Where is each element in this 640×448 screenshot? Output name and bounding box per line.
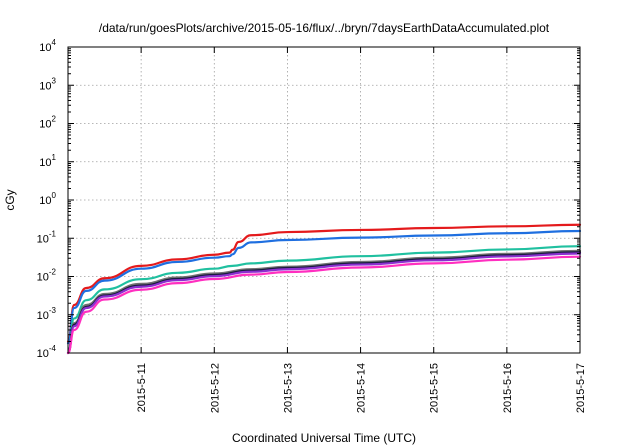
x-axis-label: Coordinated Universal Time (UTC) bbox=[232, 431, 416, 445]
y-tick-label: 10-3 bbox=[37, 306, 57, 322]
x-tick-labels: 2015-5-11 2015-5-12 2015-5-13 2015-5-14 2015… bbox=[136, 363, 587, 413]
x-tick-label: 2015-5-13 bbox=[282, 363, 294, 413]
y-tick-label: 103 bbox=[39, 76, 56, 92]
y-tick-label: 100 bbox=[39, 191, 56, 207]
x-tick-label: 2015-5-12 bbox=[209, 363, 221, 413]
x-tick-label: 2015-5-11 bbox=[136, 363, 148, 412]
grid bbox=[68, 47, 580, 353]
series-line-1 bbox=[66, 223, 582, 343]
series-line-3 bbox=[66, 245, 582, 355]
series-line-4 bbox=[66, 249, 582, 355]
x-tick-label: 2015-5-15 bbox=[429, 363, 441, 413]
series-line-2 bbox=[66, 229, 582, 345]
series-line-6 bbox=[66, 252, 582, 355]
y-tick-label: 102 bbox=[39, 115, 56, 131]
y-tick-label: 104 bbox=[39, 38, 56, 54]
y-tick-label: 101 bbox=[39, 153, 56, 169]
x-tick-label: 2015-5-17 bbox=[575, 363, 587, 413]
x-tick-label: 2015-5-14 bbox=[356, 363, 368, 413]
y-tick-label: 10-1 bbox=[37, 229, 57, 245]
x-tick-label: 2015-5-16 bbox=[502, 363, 514, 413]
chart-title: /data/run/goesPlots/archive/2015-05-16/f… bbox=[99, 21, 550, 35]
y-tick-label: 10-4 bbox=[37, 344, 57, 360]
series-line-7 bbox=[66, 255, 582, 355]
y-tick-labels: 10-4 10-3 10-2 10-1 100 101 102 103 104 bbox=[37, 38, 57, 360]
axis-ticks bbox=[68, 46, 581, 354]
y-axis-label: cGy bbox=[3, 189, 17, 210]
series-group bbox=[66, 223, 582, 355]
y-tick-label: 10-2 bbox=[37, 268, 57, 284]
